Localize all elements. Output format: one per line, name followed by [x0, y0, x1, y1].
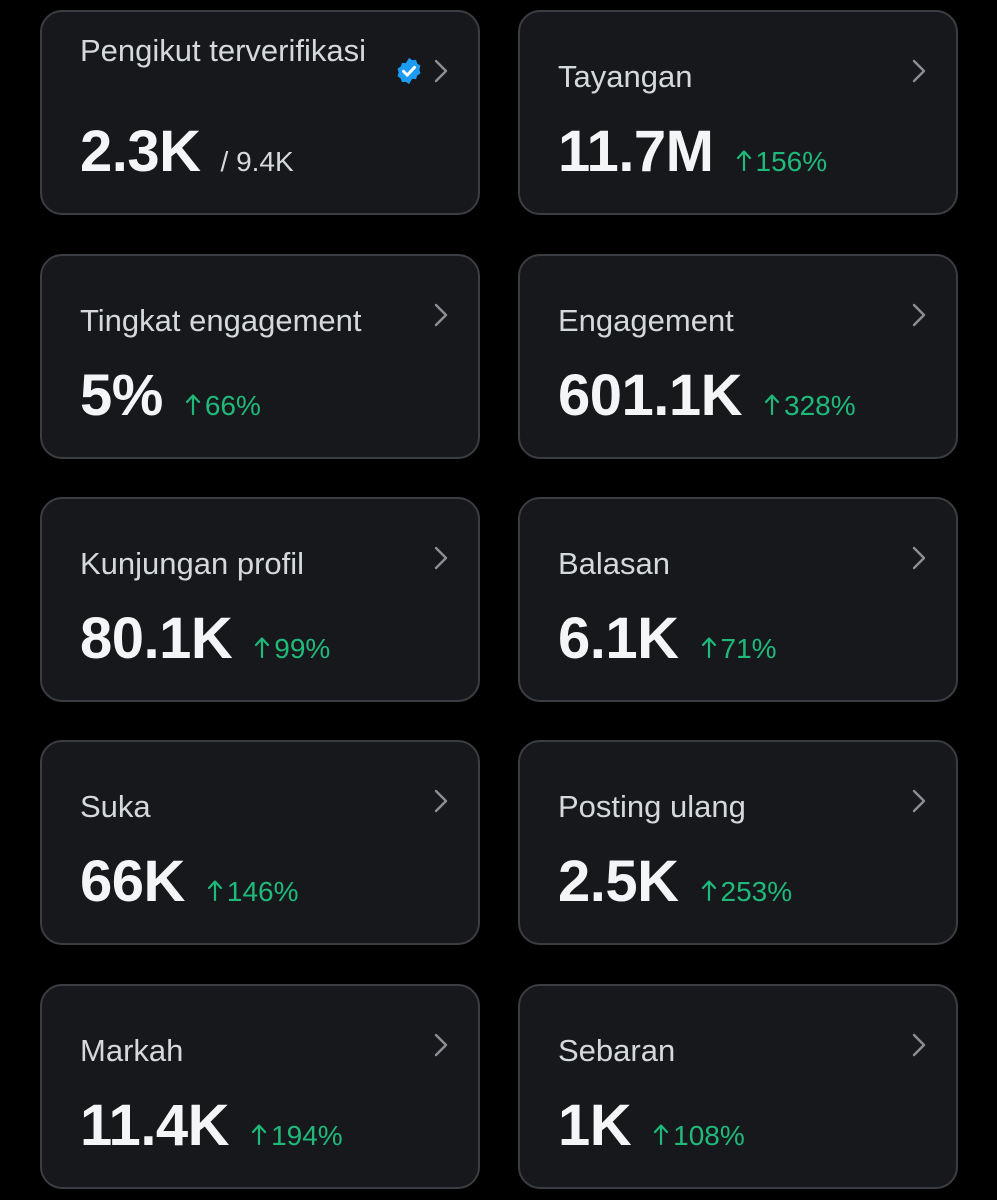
- card-label: Engagement: [558, 303, 734, 338]
- card-value: 66K: [80, 849, 185, 914]
- arrow-up-icon: [736, 150, 751, 171]
- card-value: 11.4K: [80, 1093, 230, 1158]
- card-change: 66%: [185, 390, 261, 422]
- arrow-up-icon: [207, 880, 223, 901]
- card-value: 6.1K: [558, 606, 679, 671]
- card-change: 253%: [701, 876, 793, 908]
- card-change: 156%: [736, 146, 828, 178]
- arrow-up-icon: [251, 1124, 267, 1145]
- card-change: 108%: [653, 1120, 745, 1152]
- card-change: 146%: [207, 876, 299, 908]
- card-value: 601.1K: [558, 363, 743, 428]
- card-label: Pengikut terverifikasi: [80, 33, 367, 68]
- chevron-right-icon: [434, 59, 448, 83]
- card-label: Kunjungan profil: [80, 546, 305, 581]
- chevron-right-icon: [912, 546, 926, 570]
- card-change-value: 99%: [274, 633, 331, 664]
- card-engagement[interactable]: Engagement 601.1K 328%: [518, 254, 958, 459]
- chevron-right-icon: [434, 1033, 448, 1057]
- card-engagement-rate[interactable]: Tingkat engagement 5% 66%: [40, 254, 480, 459]
- card-profile-visits[interactable]: Kunjungan profil 80.1K 99%: [40, 497, 480, 702]
- card-shares[interactable]: Sebaran 1K 108%: [518, 984, 958, 1189]
- card-label: Suka: [80, 789, 151, 824]
- card-value: 2.3K: [80, 119, 201, 184]
- card-change-value: 156%: [755, 146, 828, 177]
- chevron-right-icon: [912, 59, 926, 83]
- card-label: Tayangan: [558, 59, 693, 94]
- card-change-value: 66%: [204, 390, 261, 421]
- verified-badge-icon: [397, 57, 421, 85]
- card-label: Sebaran: [558, 1033, 676, 1068]
- card-label: Posting ulang: [558, 789, 746, 824]
- card-verified-followers[interactable]: Pengikut terverifikasi 2.3K / 9.4K: [40, 10, 480, 215]
- card-value: 5%: [80, 363, 163, 428]
- card-value: 11.7M: [558, 119, 714, 184]
- card-change-value: 108%: [673, 1120, 745, 1151]
- card-label: Balasan: [558, 546, 671, 581]
- card-change-value: 71%: [720, 633, 777, 664]
- card-change-value: 253%: [720, 876, 793, 907]
- arrow-up-icon: [185, 394, 200, 415]
- card-change: 99%: [254, 633, 330, 665]
- card-change-value: 328%: [784, 390, 856, 421]
- arrow-up-icon: [255, 637, 270, 658]
- card-impressions[interactable]: Tayangan 11.7M 156%: [518, 10, 958, 215]
- arrow-up-icon: [654, 1124, 669, 1145]
- chevron-right-icon: [912, 1033, 926, 1057]
- card-value: 1K: [558, 1093, 632, 1158]
- arrow-up-icon: [764, 394, 780, 415]
- card-reposts[interactable]: Posting ulang 2.5K 253%: [518, 740, 958, 945]
- card-total: / 9.4K: [220, 146, 294, 177]
- arrow-up-icon: [701, 880, 716, 901]
- chevron-right-icon: [434, 546, 448, 570]
- card-change: 328%: [764, 390, 856, 422]
- chevron-right-icon: [912, 303, 926, 327]
- card-value: 2.5K: [558, 849, 679, 914]
- card-change-value: 194%: [271, 1120, 343, 1151]
- card-change: 71%: [701, 633, 777, 665]
- card-value: 80.1K: [80, 606, 233, 671]
- chevron-right-icon: [434, 303, 448, 327]
- card-change-value: 146%: [226, 876, 299, 907]
- card-change: 194%: [251, 1120, 343, 1152]
- card-label: Markah: [80, 1033, 184, 1068]
- chevron-right-icon: [434, 789, 448, 813]
- card-likes[interactable]: Suka 66K 146%: [40, 740, 480, 945]
- card-replies[interactable]: Balasan 6.1K 71%: [518, 497, 958, 702]
- card-bookmarks[interactable]: Markah 11.4K 194%: [40, 984, 480, 1189]
- card-label: Tingkat engagement: [80, 303, 362, 338]
- arrow-up-icon: [701, 637, 716, 658]
- chevron-right-icon: [912, 789, 926, 813]
